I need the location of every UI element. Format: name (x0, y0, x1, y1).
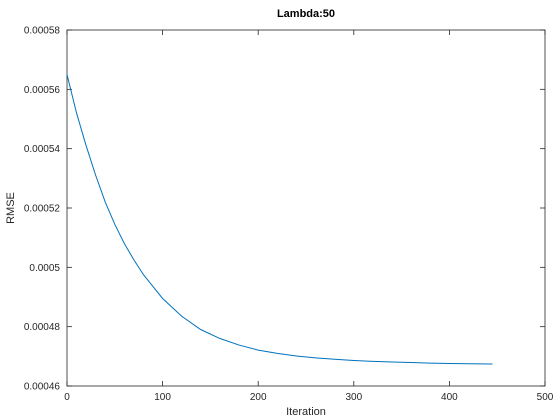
plot-area (66, 29, 546, 387)
axis-ticks: 0 100 200 300 400 500 0.00046 0.00048 0.0005 0.00… (24, 26, 554, 404)
x-tick-label: 500 (537, 392, 554, 403)
x-axis-label: Iteration (286, 406, 326, 418)
chart-title: Lambda:50 (277, 8, 335, 20)
y-tick-label: 0.00056 (24, 85, 61, 96)
x-tick-label: 200 (250, 392, 267, 403)
series-group (66, 74, 493, 365)
y-tick-label: 0.00058 (24, 26, 61, 37)
series-line (66, 74, 493, 365)
x-tick-label: 100 (154, 392, 171, 403)
y-tick-label: 0.00046 (24, 382, 61, 393)
y-axis-label: RMSE (5, 192, 17, 224)
x-tick-label: 300 (345, 392, 362, 403)
x-tick-label: 0 (64, 392, 70, 403)
y-tick-label: 0.00052 (24, 204, 61, 215)
x-tick-label: 400 (441, 392, 458, 403)
y-tick-label: 0.0005 (29, 263, 60, 274)
y-tick-label: 0.00054 (24, 144, 61, 155)
y-tick-label: 0.00048 (24, 322, 61, 333)
